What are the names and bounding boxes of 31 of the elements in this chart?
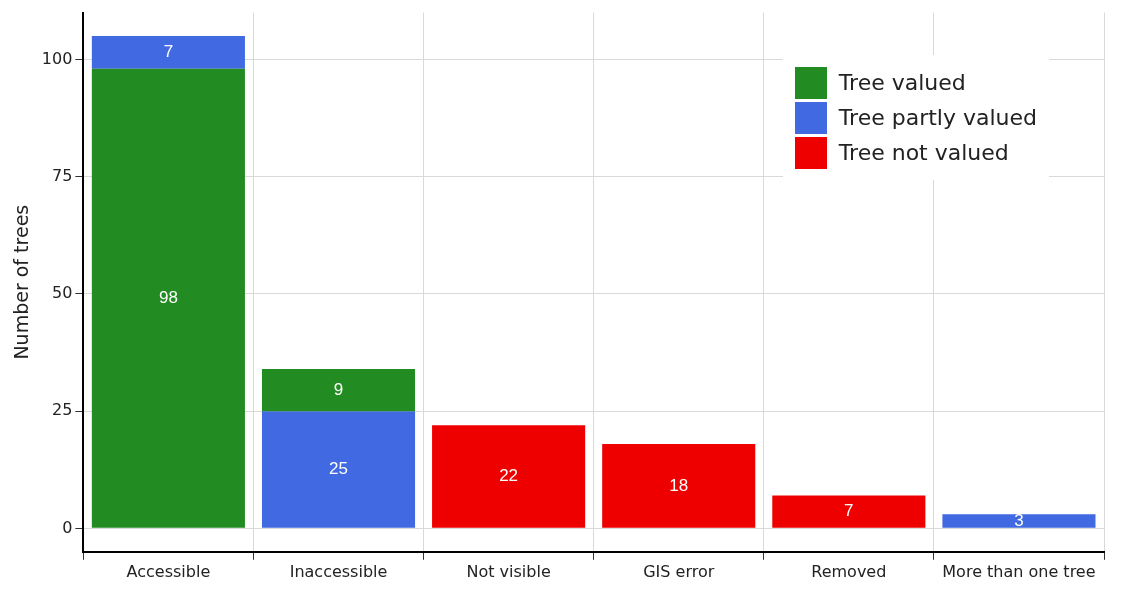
bar (91, 68, 245, 528)
bar (261, 368, 416, 412)
y-tick-label: 50 (51, 283, 73, 303)
bar (772, 495, 926, 528)
y-tick-label: 75 (51, 165, 73, 185)
x-tick-label: Accessible (126, 561, 211, 581)
y-tick-label: 25 (51, 400, 73, 420)
y-tick-label: 0 (62, 517, 73, 537)
bar (261, 411, 416, 528)
data-label: 18 (669, 475, 689, 495)
y-tick-label: 100 (41, 48, 73, 68)
bar (602, 443, 756, 528)
bar (942, 514, 1096, 528)
data-label: 9 (333, 379, 344, 399)
x-tick-label: Removed (811, 561, 887, 581)
data-label: 3 (1014, 510, 1024, 530)
x-tick-label: GIS error (643, 561, 715, 581)
x-tick-label: Not visible (466, 561, 551, 581)
data-label: 25 (329, 459, 348, 479)
data-label: 22 (499, 466, 519, 486)
legend-label: Tree partly valued (838, 105, 1037, 130)
x-tick-label: Inaccessible (289, 561, 388, 581)
data-label: 7 (163, 42, 174, 62)
legend-label: Tree not valued (838, 140, 1009, 165)
bar (432, 425, 586, 528)
data-label: 7 (844, 501, 854, 521)
bar (91, 36, 245, 69)
y-axis-title: Number of trees (10, 204, 33, 360)
x-tick-label: More than one tree (942, 561, 1096, 581)
legend-label: Tree valued (838, 70, 966, 95)
data-label: 98 (158, 288, 178, 308)
